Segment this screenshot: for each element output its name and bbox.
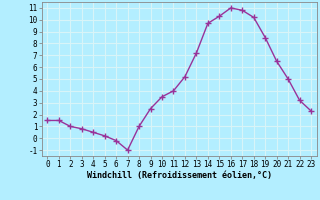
X-axis label: Windchill (Refroidissement éolien,°C): Windchill (Refroidissement éolien,°C) <box>87 171 272 180</box>
